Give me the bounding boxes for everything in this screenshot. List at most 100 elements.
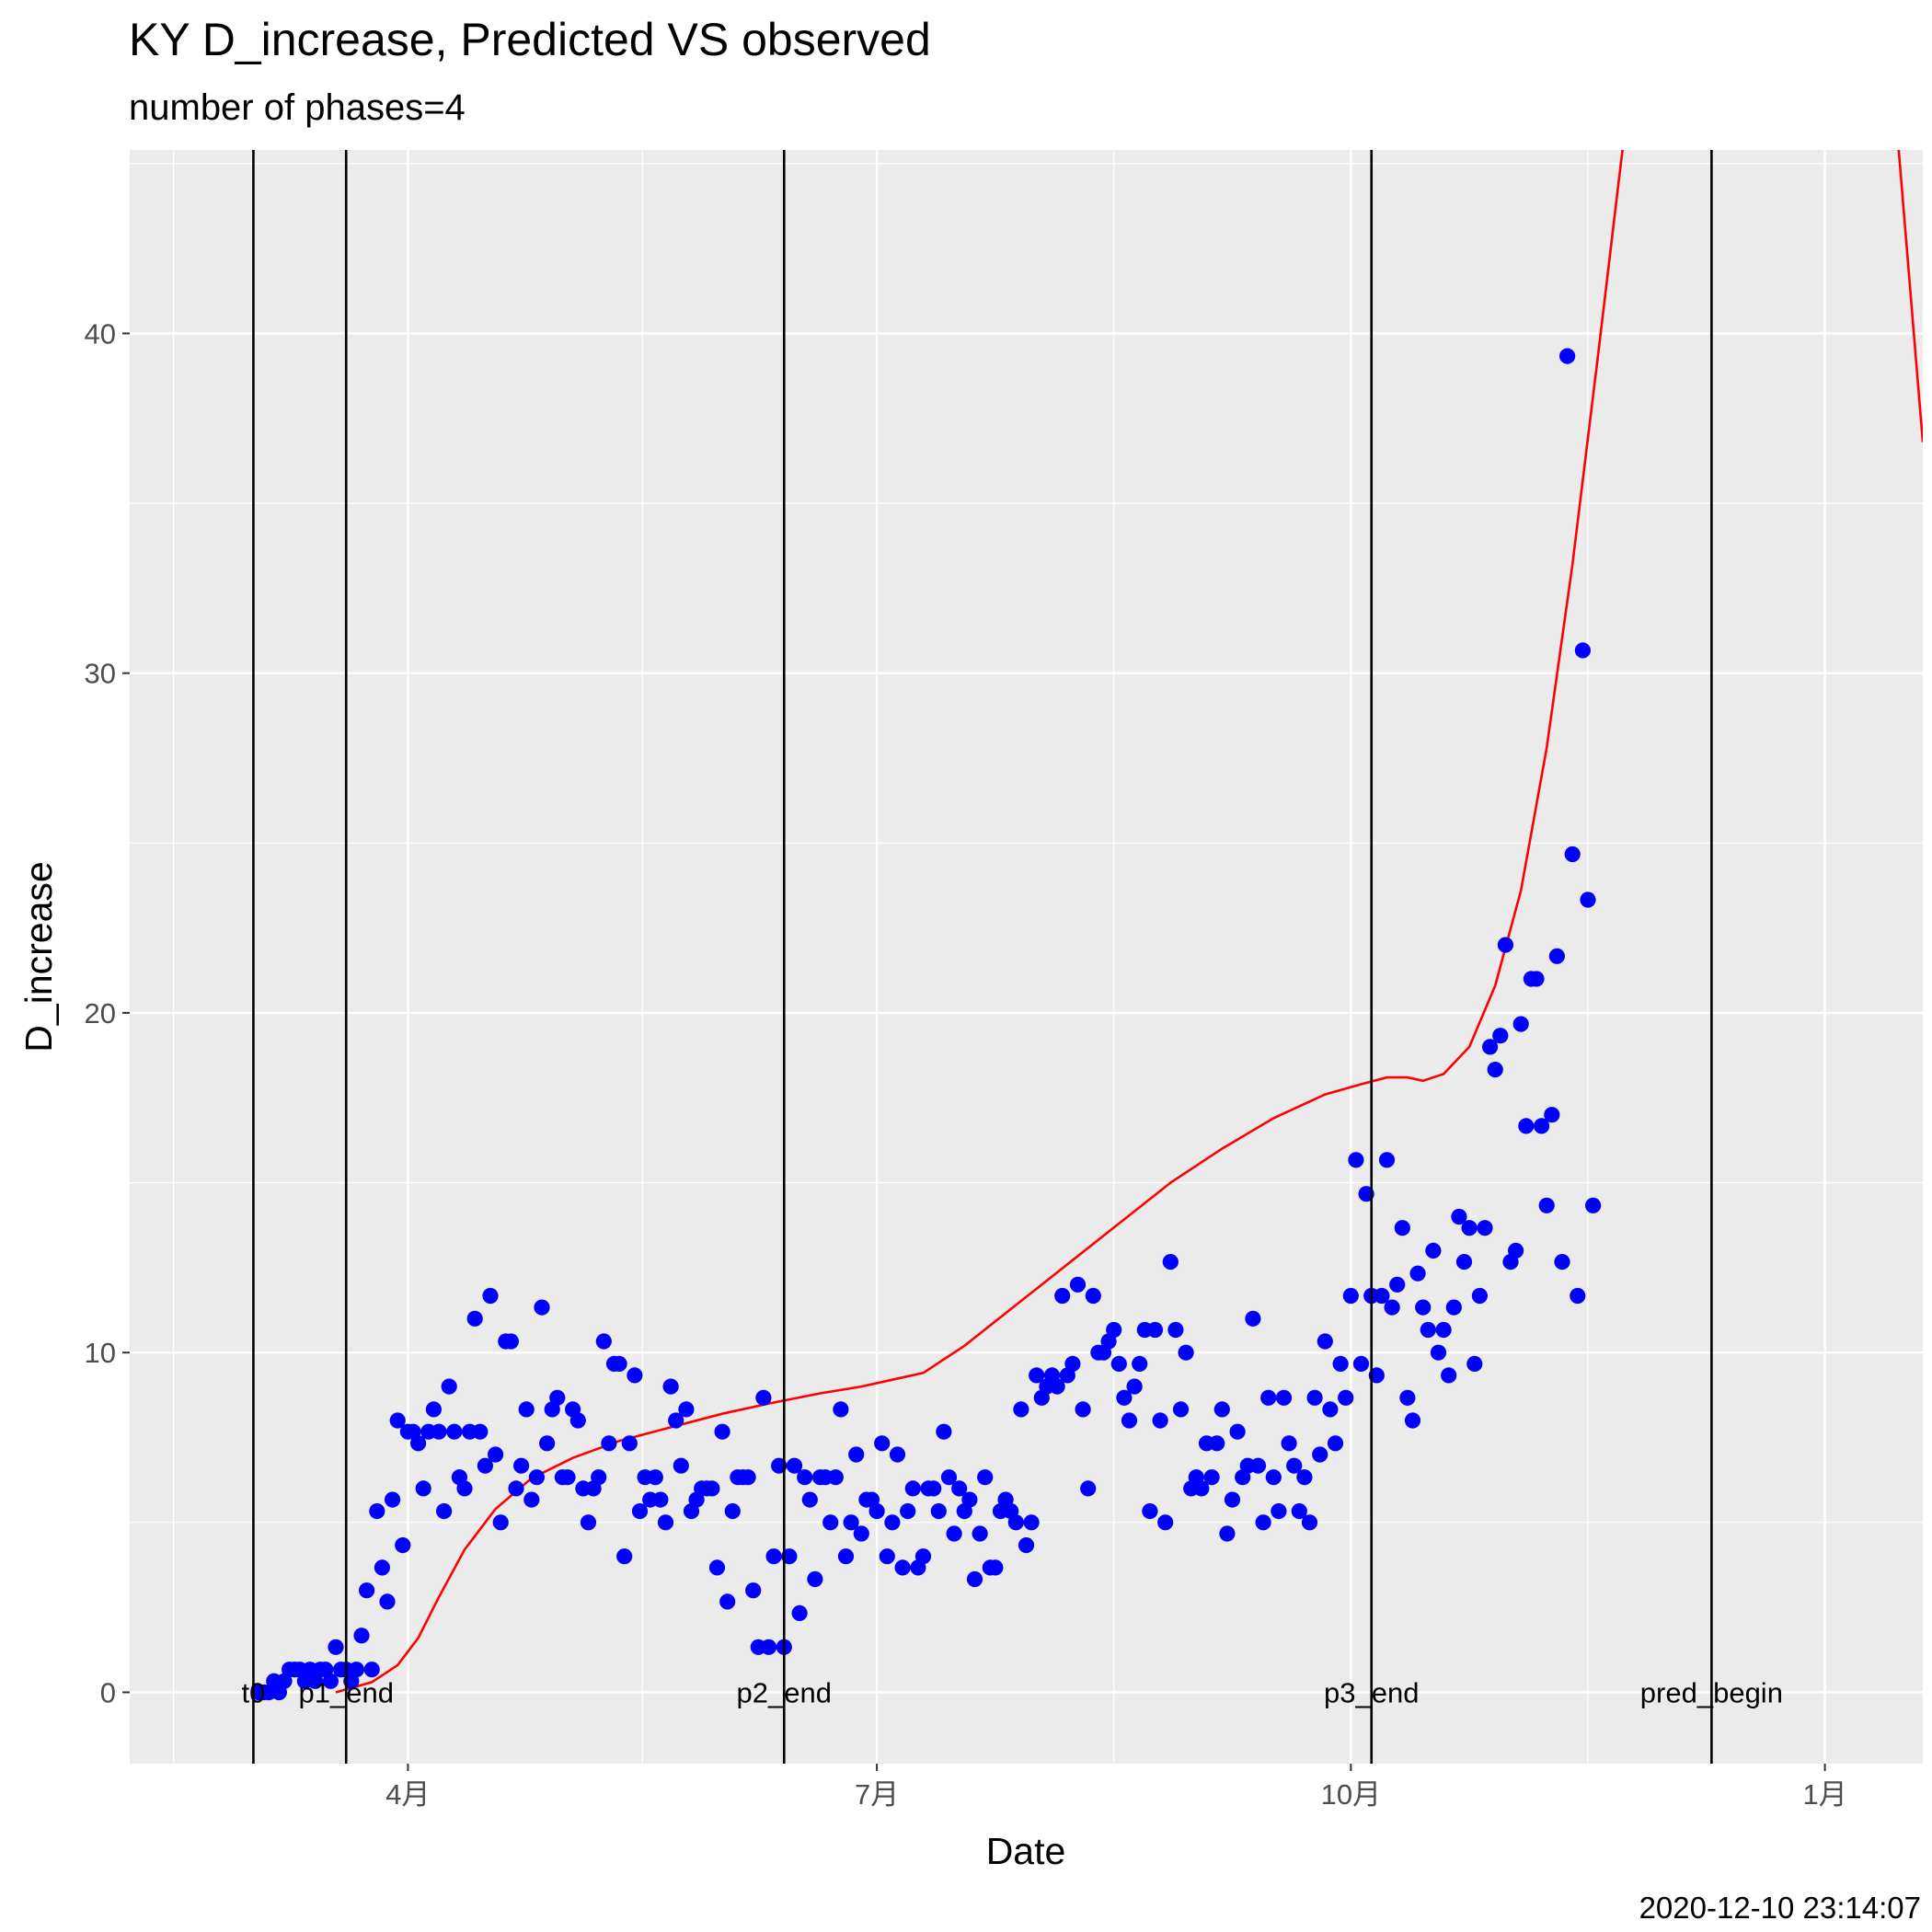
observed-point — [662, 1378, 679, 1395]
observed-point — [781, 1548, 798, 1565]
phase-lines — [252, 150, 1713, 1764]
observed-point — [353, 1627, 370, 1644]
observed-point — [441, 1378, 457, 1395]
observed-point — [523, 1491, 540, 1508]
observed-point — [631, 1503, 649, 1520]
observed-point — [1224, 1491, 1241, 1508]
observed-point — [807, 1570, 823, 1588]
observed-point — [1085, 1287, 1101, 1305]
observed-point — [601, 1435, 617, 1452]
observed-point — [446, 1423, 463, 1440]
observed-point — [621, 1435, 638, 1452]
observed-point — [848, 1446, 865, 1463]
observed-point — [1312, 1446, 1328, 1463]
observed-point — [559, 1469, 576, 1486]
observed-point — [1415, 1299, 1432, 1316]
observed-point — [745, 1582, 762, 1599]
observed-point — [1229, 1423, 1246, 1440]
observed-point — [1142, 1503, 1158, 1520]
observed-point — [322, 1673, 339, 1689]
observed-point — [827, 1469, 844, 1486]
observed-point — [1275, 1389, 1293, 1406]
observed-point — [1255, 1514, 1271, 1531]
observed-point — [528, 1469, 546, 1486]
observed-point — [874, 1435, 891, 1452]
observed-point — [374, 1559, 390, 1576]
observed-point — [1069, 1276, 1087, 1293]
observed-point — [1466, 1355, 1483, 1372]
observed-point — [1203, 1469, 1220, 1486]
observed-point — [595, 1333, 612, 1350]
observed-point — [936, 1423, 952, 1440]
observed-points — [250, 348, 1602, 1701]
y-tick-label: 20 — [85, 997, 116, 1029]
observed-point — [668, 1412, 684, 1429]
observed-point — [1518, 1118, 1535, 1134]
observed-point — [914, 1548, 932, 1565]
phase-label: p1_end — [298, 1676, 393, 1708]
observed-point — [502, 1333, 520, 1350]
observed-point — [946, 1525, 962, 1542]
observed-point — [714, 1423, 730, 1440]
observed-point — [1271, 1503, 1287, 1520]
x-tick-label: 1月 — [1802, 1778, 1846, 1811]
observed-point — [889, 1446, 906, 1463]
observed-point — [580, 1514, 597, 1531]
observed-point — [1570, 1287, 1586, 1305]
observed-point — [1544, 1107, 1560, 1123]
observed-point — [1018, 1537, 1035, 1554]
observed-point — [1075, 1401, 1091, 1418]
observed-point — [1512, 1016, 1529, 1032]
observed-point — [1116, 1389, 1133, 1406]
observed-point — [1172, 1401, 1190, 1418]
observed-point — [879, 1548, 895, 1565]
observed-point — [1249, 1457, 1267, 1474]
plot-panel — [130, 150, 1923, 1764]
observed-point — [884, 1514, 901, 1531]
observed-point — [900, 1503, 916, 1520]
observed-point — [1080, 1480, 1097, 1497]
observed-point — [431, 1423, 447, 1440]
observed-point — [1399, 1389, 1416, 1406]
observed-point — [1538, 1197, 1555, 1213]
observed-point — [591, 1469, 607, 1486]
observed-point — [1482, 1039, 1499, 1055]
observed-point — [539, 1435, 556, 1452]
observed-point — [569, 1412, 586, 1429]
observed-point — [1013, 1401, 1029, 1418]
observed-point — [1007, 1514, 1024, 1531]
observed-point — [1193, 1480, 1210, 1497]
observed-point — [678, 1401, 695, 1418]
observed-point — [1306, 1389, 1323, 1406]
observed-point — [466, 1310, 483, 1327]
observed-point — [765, 1548, 782, 1565]
observed-point — [987, 1559, 1004, 1576]
observed-point — [1126, 1378, 1143, 1395]
y-axis-title: D_increase — [17, 861, 60, 1052]
observed-point — [1461, 1220, 1478, 1236]
observed-point — [1548, 948, 1565, 964]
observed-point — [472, 1423, 489, 1440]
observed-point — [1487, 1062, 1503, 1078]
observed-point — [1492, 1028, 1509, 1044]
x-tick-label: 4月 — [385, 1778, 430, 1811]
observed-point — [1559, 348, 1576, 364]
observed-point — [359, 1582, 375, 1599]
observed-point — [379, 1593, 396, 1610]
observed-point — [1404, 1412, 1421, 1429]
observed-point — [1301, 1514, 1318, 1531]
observed-point — [1358, 1186, 1374, 1202]
observed-point — [1378, 1152, 1396, 1168]
observed-point — [1435, 1321, 1452, 1339]
observed-point — [1167, 1321, 1184, 1339]
observed-point — [1023, 1514, 1040, 1531]
observed-point — [389, 1412, 406, 1429]
observed-point — [549, 1389, 566, 1406]
chart-title: KY D_increase, Predicted VS observed — [129, 14, 931, 65]
observed-point — [868, 1503, 885, 1520]
y-tick-label: 10 — [85, 1337, 116, 1369]
observed-point — [1580, 891, 1596, 908]
observed-point — [477, 1457, 494, 1474]
observed-point — [1213, 1401, 1230, 1418]
observed-point — [1451, 1208, 1467, 1225]
